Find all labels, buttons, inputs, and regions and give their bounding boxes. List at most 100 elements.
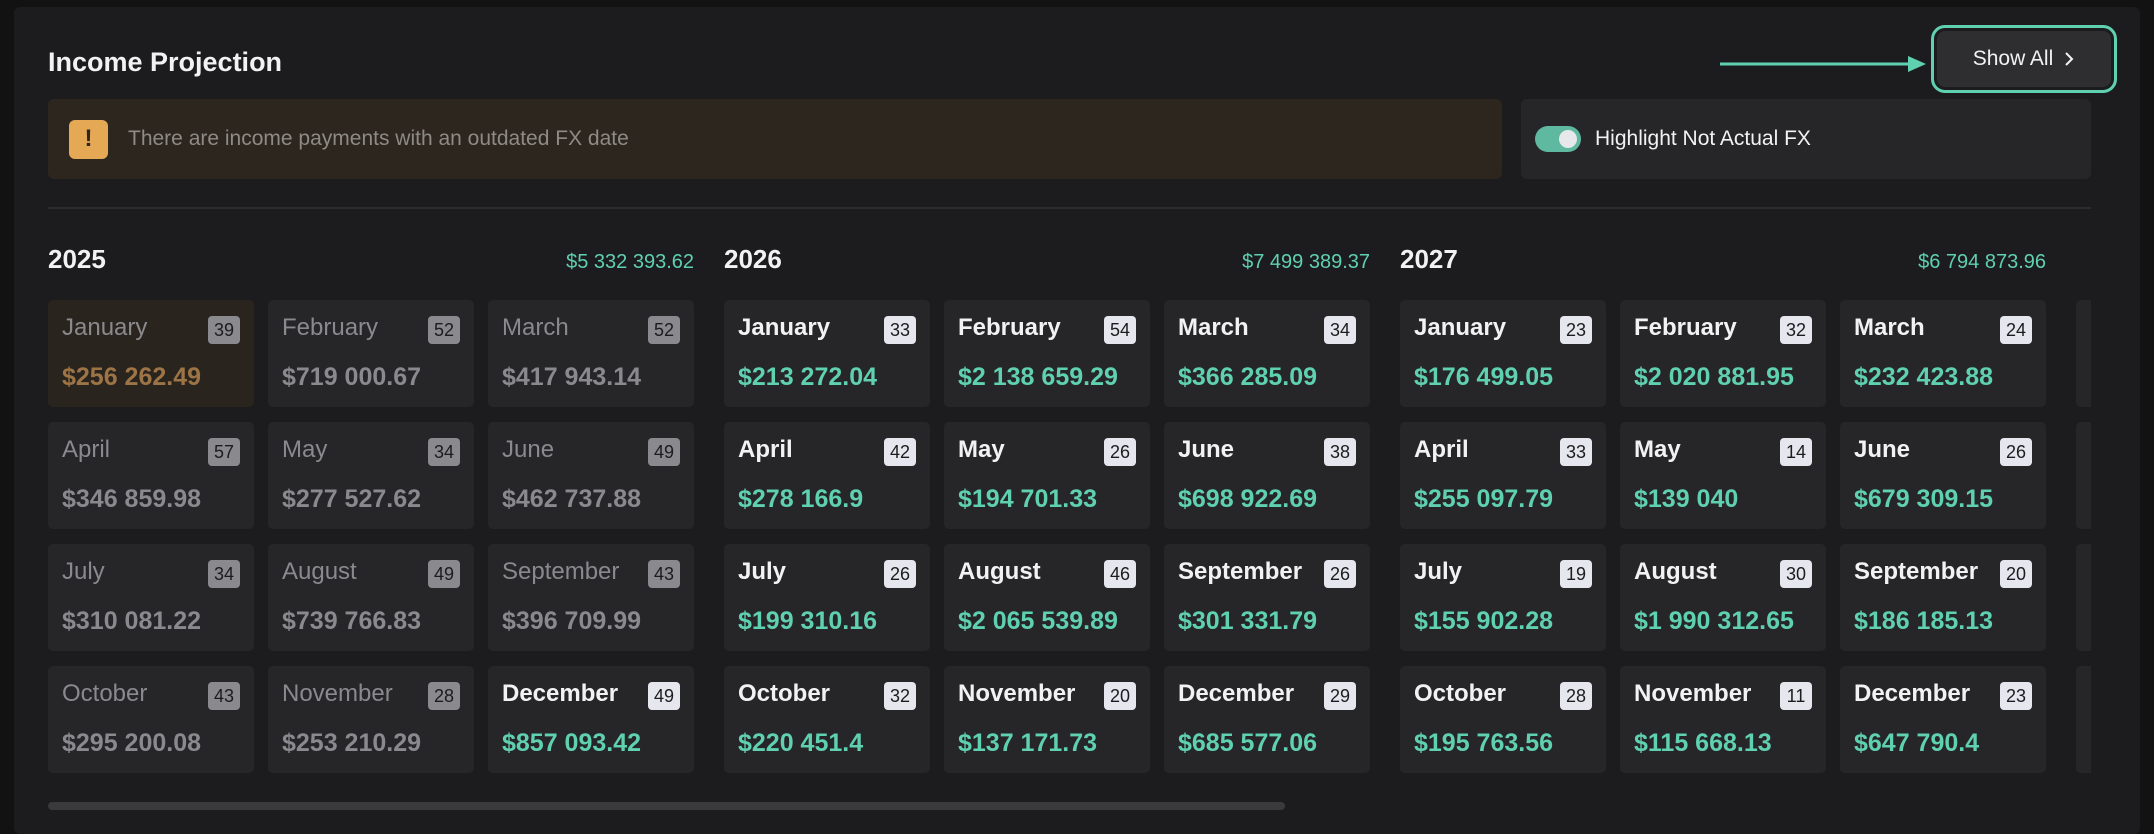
month-name: August (1634, 558, 1717, 585)
month-card[interactable]: November 20 $137 171.73 (944, 666, 1150, 773)
month-name: February (1634, 314, 1737, 341)
month-amount: $194 701.33 (958, 485, 1098, 513)
month-name: June (1854, 436, 1911, 463)
month-card[interactable]: March 52 $417 943.14 (488, 300, 694, 407)
month-card[interactable]: January 23 $176 499.05 (1400, 300, 1606, 407)
month-name: November (282, 680, 393, 707)
month-card[interactable]: August 46 $2 065 539.89 (944, 544, 1150, 651)
scrollbar[interactable] (48, 802, 1285, 810)
month-card[interactable]: October 28 $195 763.56 (1400, 666, 1606, 773)
month-amount: $277 527.62 (282, 485, 422, 513)
year-header: 2027 $6 794 873.96 (1400, 232, 2046, 300)
month-card[interactable]: August 30 $1 990 312.65 (1620, 544, 1826, 651)
toggle-switch[interactable] (1535, 126, 1581, 152)
month-amount: $220 451.4 (738, 729, 864, 757)
month-card[interactable]: February 54 $2 138 659.29 (944, 300, 1150, 407)
month-card[interactable]: October 43 $295 200.08 (48, 666, 254, 773)
month-card (2076, 666, 2091, 773)
month-grid: January 39 $256 262.49 February 52 $719 000.6… (48, 300, 694, 773)
month-card[interactable]: November 11 $115 668.13 (1620, 666, 1826, 773)
payment-count: 23 (1560, 316, 1592, 344)
payment-count: 28 (1560, 682, 1592, 710)
month-card[interactable]: February 32 $2 020 881.95 (1620, 300, 1826, 407)
month-card[interactable]: June 26 $679 309.15 (1840, 422, 2046, 529)
toggle-box: Highlight Not Actual FX (1521, 99, 2091, 179)
payment-count: 43 (208, 682, 240, 710)
month-amount: $679 309.15 (1854, 485, 1994, 513)
year-header (2076, 232, 2091, 300)
month-card[interactable]: January 39 $256 262.49 (48, 300, 254, 407)
month-card[interactable]: September 26 $301 331.79 (1164, 544, 1370, 651)
month-name: March (1854, 314, 1925, 341)
month-card[interactable]: July 26 $199 310.16 (724, 544, 930, 651)
chevron (2065, 52, 2074, 66)
month-card[interactable]: June 38 $698 922.69 (1164, 422, 1370, 529)
month-card[interactable]: April 57 $346 859.98 (48, 422, 254, 529)
button-label: Show All (1972, 47, 2054, 70)
payment-count: 49 (428, 560, 460, 588)
month-card[interactable]: May 34 $277 527.62 (268, 422, 474, 529)
payment-count: 26 (1324, 560, 1356, 588)
payment-count: 14 (1780, 438, 1812, 466)
payment-count: 49 (648, 438, 680, 466)
month-name: November (958, 680, 1076, 707)
month-card[interactable]: December 29 $685 577.06 (1164, 666, 1370, 773)
month-amount: $155 902.28 (1414, 607, 1554, 635)
month-card[interactable]: March 34 $366 285.09 (1164, 300, 1370, 407)
month-card[interactable]: March 24 $232 423.88 (1840, 300, 2046, 407)
month-card[interactable]: May 14 $139 040 (1620, 422, 1826, 529)
month-name: July (62, 558, 105, 585)
warning-text: There are income payments with an outdat… (128, 127, 629, 150)
month-name: April (738, 436, 793, 463)
month-card[interactable]: November 28 $253 210.29 (268, 666, 474, 773)
panel-title: Income Projection (48, 47, 283, 77)
month-card (2076, 544, 2091, 651)
month-card[interactable]: April 42 $278 166.9 (724, 422, 930, 529)
month-card[interactable]: May 26 $194 701.33 (944, 422, 1150, 529)
month-card (2076, 300, 2091, 407)
year-column: 2025 $5 332 393.62 January 39 $256 262.49 Feb… (48, 232, 694, 773)
month-card (2076, 422, 2091, 529)
month-card[interactable]: September 43 $396 709.99 (488, 544, 694, 651)
month-card[interactable]: April 33 $255 097.79 (1400, 422, 1606, 529)
year-label: 2027 (1400, 244, 1458, 274)
month-card[interactable]: July 19 $155 902.28 (1400, 544, 1606, 651)
month-name: November (1634, 680, 1752, 707)
month-amount: $685 577.06 (1178, 729, 1318, 757)
month-card[interactable]: February 52 $719 000.67 (268, 300, 474, 407)
month-amount: $253 210.29 (282, 729, 422, 757)
month-name: July (738, 558, 787, 585)
month-name: March (502, 314, 569, 341)
month-card[interactable]: December 23 $647 790.4 (1840, 666, 2046, 773)
year-total: $7 499 389.37 (1242, 251, 1370, 273)
year-total: $5 332 393.62 (566, 251, 694, 273)
month-amount: $366 285.09 (1178, 363, 1318, 391)
payment-count: 11 (1780, 682, 1812, 710)
payment-count: 42 (884, 438, 916, 466)
year-scroller: 2025 $5 332 393.62 January 39 $256 262.49 Feb… (48, 232, 2091, 777)
month-card[interactable]: October 32 $220 451.4 (724, 666, 930, 773)
month-amount: $139 040 (1634, 485, 1739, 513)
show-all-button[interactable]: Show All (1937, 31, 2111, 87)
month-card[interactable]: September 20 $186 185.13 (1840, 544, 2046, 651)
month-card[interactable]: December 49 $857 093.42 (488, 666, 694, 773)
month-card[interactable]: January 33 $213 272.04 (724, 300, 930, 407)
month-card[interactable]: June 49 $462 737.88 (488, 422, 694, 529)
month-amount: $698 922.69 (1178, 485, 1318, 513)
payment-count: 49 (648, 682, 680, 710)
payment-count: 20 (2000, 560, 2032, 588)
month-amount: $186 185.13 (1854, 607, 1994, 635)
month-amount: $2 138 659.29 (958, 363, 1118, 391)
month-card[interactable]: July 34 $310 081.22 (48, 544, 254, 651)
payment-count: 28 (428, 682, 460, 710)
payment-count: 30 (1780, 560, 1812, 588)
year-header: 2026 $7 499 389.37 (724, 232, 1370, 300)
payment-count: 34 (208, 560, 240, 588)
month-amount: $2 020 881.95 (1634, 363, 1794, 391)
month-name: December (502, 680, 619, 707)
payment-count: 33 (1560, 438, 1592, 466)
payment-count: 19 (1560, 560, 1592, 588)
month-card[interactable]: August 49 $739 766.83 (268, 544, 474, 651)
payment-count: 57 (208, 438, 240, 466)
